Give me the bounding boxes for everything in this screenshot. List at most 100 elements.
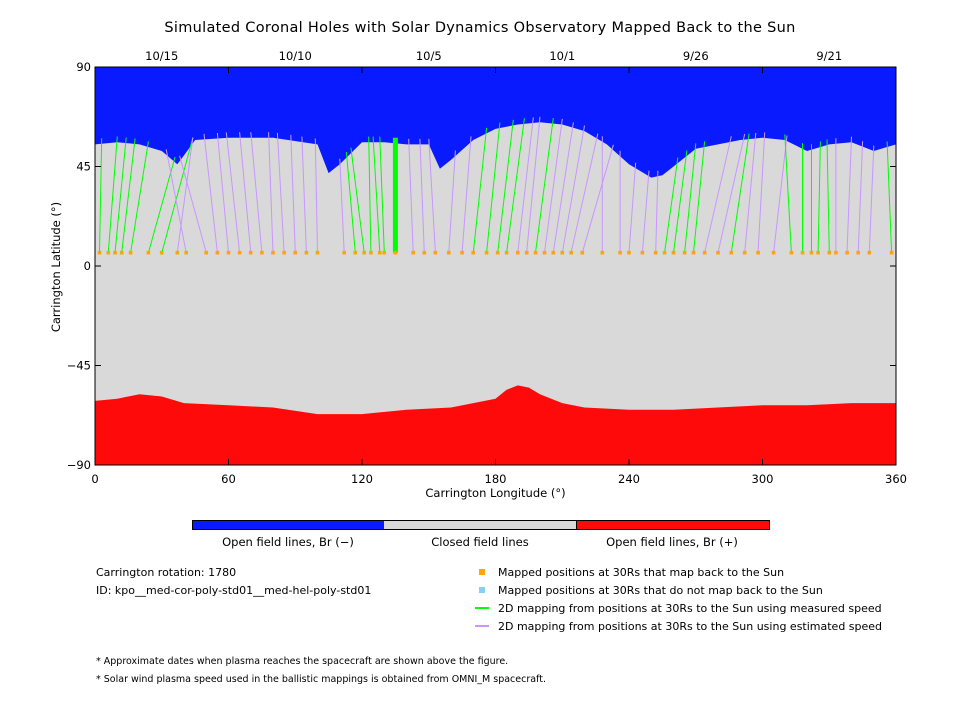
date-tick-label: 10/1 xyxy=(549,49,575,63)
mapped-point-46 xyxy=(618,250,622,255)
mapped-point-65 xyxy=(834,250,838,255)
mapped-point-48 xyxy=(640,250,645,255)
mapping-line-54 xyxy=(704,136,732,253)
mapped-point-69 xyxy=(889,250,894,255)
mapped-point-1 xyxy=(97,250,102,255)
mapping-line-18 xyxy=(290,134,296,253)
mapped-point-53 xyxy=(691,250,696,255)
mapped-point-23 xyxy=(362,250,366,255)
colorbar-closed xyxy=(384,520,576,530)
mapping-line-59 xyxy=(773,135,788,253)
mapped-point-10 xyxy=(204,250,208,255)
mapping-line-53 xyxy=(693,141,706,253)
mapping-line-68 xyxy=(868,145,875,253)
x-tick-label: 120 xyxy=(351,472,373,486)
mapped-point-22 xyxy=(353,250,358,255)
y-tick-label: −45 xyxy=(67,359,91,373)
mapping-line-25 xyxy=(372,136,381,253)
mapped-point-6 xyxy=(146,250,151,255)
date-tick-label: 10/10 xyxy=(279,49,312,63)
mapping-line-37 xyxy=(517,117,534,253)
mapped-point-2 xyxy=(106,250,111,255)
mapping-line-3 xyxy=(114,137,127,253)
y-tick-label: 0 xyxy=(84,259,91,273)
x-tick-label: 300 xyxy=(752,472,774,486)
legend-swatch-mapped xyxy=(479,569,485,575)
mapped-point-43 xyxy=(569,250,573,255)
mapping-line-21 xyxy=(339,158,345,253)
mapped-point-36 xyxy=(504,250,509,255)
mapping-line-41 xyxy=(552,122,574,253)
mapping-line-22 xyxy=(345,152,356,253)
mapped-point-60 xyxy=(789,250,794,255)
mapped-point-44 xyxy=(580,250,585,255)
mapping-line-11 xyxy=(203,133,218,253)
legend-swatch-not-mapped xyxy=(479,587,485,593)
open-positive-region xyxy=(95,385,896,465)
mapped-point-34 xyxy=(484,250,489,255)
x-axis-label: Carrington Longitude (°) xyxy=(425,486,566,500)
mapping-line-38 xyxy=(526,116,541,253)
mapping-line-56 xyxy=(730,133,750,253)
mapped-point-11 xyxy=(215,250,220,255)
mapping-line-8 xyxy=(176,137,194,253)
legend-swatch-measured xyxy=(475,607,489,609)
mapped-point-17 xyxy=(282,250,286,255)
mapped-point-20 xyxy=(315,250,320,255)
x-tick-label: 240 xyxy=(618,472,640,486)
mapping-line-1 xyxy=(99,138,103,253)
mapped-point-9 xyxy=(184,250,188,255)
legend-label-measured: 2D mapping from positions at 30Rs to the… xyxy=(498,602,882,615)
mapping-line-14 xyxy=(239,132,252,253)
mapped-point-50 xyxy=(662,250,667,255)
mapped-point-3 xyxy=(113,250,117,255)
mapped-point-5 xyxy=(128,250,133,255)
mapped-point-52 xyxy=(682,250,687,255)
mapping-line-49 xyxy=(655,170,659,253)
mapping-line-19 xyxy=(301,136,307,253)
mapped-point-29 xyxy=(422,250,427,255)
mapping-line-20 xyxy=(314,138,318,253)
mapped-point-30 xyxy=(433,250,438,255)
mapping-line-31 xyxy=(448,150,456,253)
mapped-point-14 xyxy=(248,250,253,255)
mapping-line-44 xyxy=(581,144,614,253)
mapping-line-9 xyxy=(165,149,187,253)
mapping-line-28 xyxy=(408,138,414,253)
mapped-point-40 xyxy=(542,250,547,255)
legend-swatch-estimated xyxy=(475,625,489,627)
mapped-point-21 xyxy=(342,250,346,255)
mapped-point-39 xyxy=(533,250,538,255)
mapping-line-16 xyxy=(268,132,274,253)
colorbar-label-open-positive: Open field lines, Br (+) xyxy=(606,535,738,549)
mapping-line-10 xyxy=(179,155,207,253)
mapped-point-35 xyxy=(495,250,500,255)
mapped-point-32 xyxy=(460,250,464,255)
mapping-line-15 xyxy=(250,132,263,253)
mapped-point-49 xyxy=(653,250,658,255)
mapped-point-42 xyxy=(560,250,565,255)
mapping-line-42 xyxy=(561,125,585,253)
mapped-point-12 xyxy=(226,250,231,255)
mapped-point-26 xyxy=(382,250,386,255)
mapping-line-26 xyxy=(379,136,385,253)
mapped-point-63 xyxy=(816,250,820,255)
mapped-point-31 xyxy=(447,250,451,255)
mapped-point-16 xyxy=(271,250,275,255)
mapping-line-34 xyxy=(486,122,501,253)
mapping-line-40 xyxy=(544,118,563,253)
date-tick-label: 10/5 xyxy=(416,49,442,63)
mapping-line-7 xyxy=(161,137,194,253)
mapping-line-64 xyxy=(826,139,830,253)
carrington-rotation: Carrington rotation: 1780 xyxy=(96,566,237,579)
mapping-line-36 xyxy=(506,118,525,253)
colorbar-label-open-negative: Open field lines, Br (−) xyxy=(222,535,354,549)
mapping-line-17 xyxy=(276,132,285,253)
mapped-point-59 xyxy=(771,250,776,255)
mapped-point-15 xyxy=(260,250,264,255)
mapping-line-39 xyxy=(535,118,554,253)
mapped-point-28 xyxy=(411,250,415,255)
legend-label-not-mapped: Mapped positions at 30Rs that do not map… xyxy=(498,584,823,597)
mapped-point-18 xyxy=(293,250,297,255)
mapping-line-30 xyxy=(428,138,436,253)
